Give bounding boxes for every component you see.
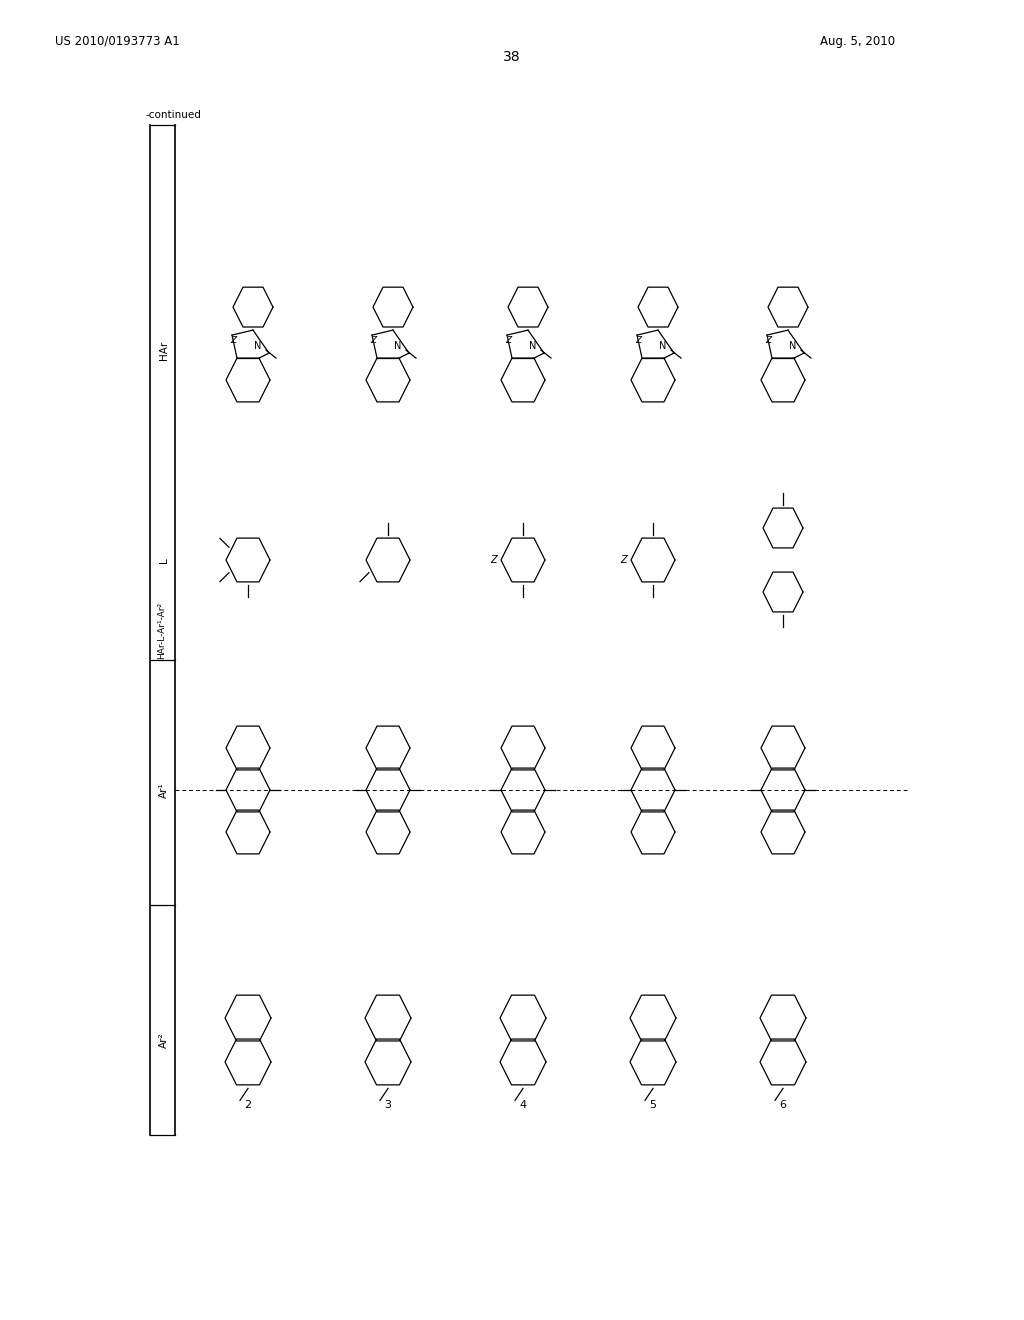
Text: 5: 5	[649, 1100, 656, 1110]
Text: Z: Z	[505, 335, 511, 345]
Text: Z: Z	[635, 335, 641, 345]
Text: Z: Z	[370, 335, 376, 345]
Text: 4: 4	[519, 1100, 526, 1110]
Text: 3: 3	[384, 1100, 391, 1110]
Text: N: N	[790, 341, 797, 351]
Text: L: L	[159, 557, 169, 562]
Text: HAr: HAr	[159, 341, 169, 359]
Text: N: N	[659, 341, 667, 351]
Text: 38: 38	[503, 50, 521, 63]
Text: Z: Z	[621, 554, 627, 565]
Text: Aug. 5, 2010: Aug. 5, 2010	[820, 36, 895, 48]
Text: Z: Z	[230, 335, 237, 345]
Text: Ar¹: Ar¹	[159, 783, 169, 797]
Text: Z: Z	[490, 554, 497, 565]
Text: N: N	[529, 341, 537, 351]
Text: -continued: -continued	[145, 110, 201, 120]
Text: Z: Z	[765, 335, 771, 345]
Text: Ar²: Ar²	[159, 1032, 169, 1048]
Text: N: N	[254, 341, 262, 351]
Text: US 2010/0193773 A1: US 2010/0193773 A1	[55, 36, 180, 48]
Text: 2: 2	[245, 1100, 252, 1110]
Text: N: N	[394, 341, 401, 351]
Text: 6: 6	[779, 1100, 786, 1110]
Text: HAr-L-Ar¹-Ar²: HAr-L-Ar¹-Ar²	[158, 602, 167, 659]
